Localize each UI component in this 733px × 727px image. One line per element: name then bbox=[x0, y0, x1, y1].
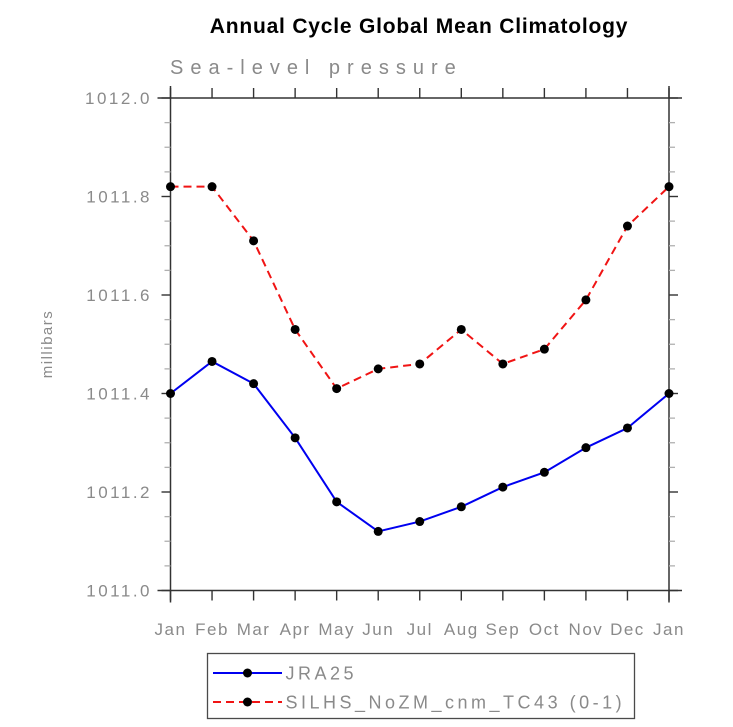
x-axis-month-label: Sep bbox=[485, 620, 520, 639]
data-point bbox=[539, 344, 549, 354]
legend: JRA25 SILHS_NoZM_cnm_TC43 (0-1) bbox=[206, 652, 636, 720]
data-point bbox=[664, 389, 674, 398]
data-point bbox=[581, 443, 591, 453]
data-point bbox=[456, 324, 466, 334]
x-axis-month-label: Jul bbox=[407, 620, 433, 639]
data-point bbox=[373, 364, 383, 374]
y-axis-tick-label: 1012.0 bbox=[85, 89, 152, 108]
data-point bbox=[539, 467, 549, 477]
data-point bbox=[581, 295, 591, 305]
x-axis-month-label: Jan bbox=[653, 620, 685, 639]
data-point bbox=[415, 517, 425, 527]
data-point bbox=[166, 389, 175, 398]
series-line-jra25 bbox=[169, 360, 670, 533]
plot-axes: Jan Feb Mar Apr May Jun Jul Aug Sep Oct Nov Dec Jan1… bbox=[85, 86, 685, 639]
x-axis-month-label: Dec bbox=[610, 620, 645, 639]
data-point bbox=[249, 236, 259, 246]
data-point bbox=[498, 482, 508, 492]
data-point bbox=[166, 182, 175, 192]
x-axis-month-label: Oct bbox=[529, 620, 560, 639]
data-point bbox=[207, 356, 217, 366]
data-point bbox=[456, 502, 466, 512]
data-point bbox=[332, 384, 342, 394]
x-axis-month-label: Mar bbox=[237, 620, 271, 639]
data-point bbox=[622, 423, 632, 433]
data-point bbox=[332, 497, 342, 507]
legend-box bbox=[206, 652, 636, 720]
x-axis-month-label: Feb bbox=[195, 620, 229, 639]
chart-subtitle: Sea-level pressure bbox=[170, 57, 463, 79]
y-axis-tick-label: 1011.0 bbox=[86, 582, 152, 601]
legend-label: JRA25 bbox=[286, 664, 358, 684]
legend-marker bbox=[243, 697, 252, 707]
x-axis-month-label: May bbox=[318, 620, 355, 639]
legend-label: SILHS_NoZM_cnm_TC43 (0-1) bbox=[286, 693, 626, 714]
y-axis-tick-label: 1011.2 bbox=[86, 483, 152, 502]
data-point bbox=[373, 526, 383, 536]
data-point bbox=[498, 359, 508, 369]
series-line-silhs_nozm_cnm_tc43 bbox=[170, 185, 670, 390]
x-axis-month-label: Apr bbox=[280, 620, 311, 639]
y-axis-tick-label: 1011.8 bbox=[86, 188, 152, 207]
data-point bbox=[249, 379, 259, 389]
data-point bbox=[290, 433, 300, 443]
legend-marker bbox=[243, 668, 252, 678]
data-point bbox=[207, 182, 217, 192]
y-axis-tick-label: 1011.6 bbox=[86, 286, 152, 305]
x-axis-month-label: Nov bbox=[569, 620, 604, 639]
x-axis-month-label: Jun bbox=[362, 620, 394, 639]
chart-title: Annual Cycle Global Mean Climatology bbox=[210, 15, 629, 38]
data-point bbox=[664, 182, 674, 192]
x-axis-month-label: Aug bbox=[444, 620, 479, 639]
data-series bbox=[166, 182, 674, 536]
data-point bbox=[415, 359, 425, 369]
y-axis-title: millibars bbox=[39, 310, 56, 379]
data-point bbox=[290, 324, 300, 334]
y-axis-tick-label: 1011.4 bbox=[86, 385, 152, 404]
x-axis-month-label: Jan bbox=[155, 620, 187, 639]
data-point bbox=[622, 221, 632, 231]
